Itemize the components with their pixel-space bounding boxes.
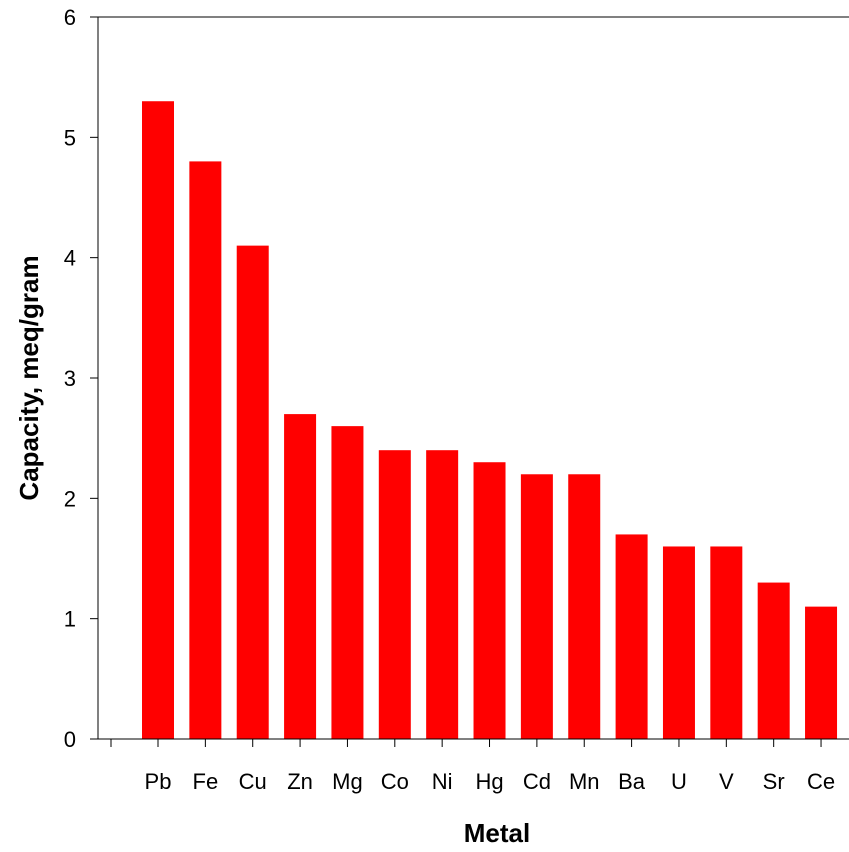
bar-mn	[568, 474, 601, 739]
x-axis-title: Metal	[464, 818, 530, 847]
bar-mg	[331, 426, 364, 739]
bar-pb	[142, 101, 174, 740]
bar-ce	[805, 606, 838, 739]
x-tick-label-fe: Fe	[193, 769, 219, 794]
x-tick-label-co: Co	[381, 769, 409, 794]
bar-ba	[615, 534, 648, 739]
x-tick-label-pb: Pb	[145, 769, 172, 794]
y-tick-label: 1	[64, 607, 76, 632]
y-tick-label: 3	[64, 366, 76, 391]
x-tick-label-mg: Mg	[332, 769, 363, 794]
labels-layer: 0 1 2 3 4 5 6 Pb Fe Cu Zn Mg Co Ni Hg Cd Mn Ba U V Sr Ce	[64, 5, 835, 794]
bar-sr	[757, 582, 790, 739]
x-tick-label-u: U	[671, 769, 687, 794]
y-tick-label: 2	[64, 486, 76, 511]
x-tick-label-ni: Ni	[432, 769, 453, 794]
x-tick-label-sr: Sr	[763, 769, 785, 794]
y-axis-title: Capacity, meq/gram	[14, 255, 44, 500]
bar-fe	[189, 161, 222, 739]
axes-layer	[90, 16, 849, 747]
bar-u	[662, 546, 695, 739]
x-tick-label-hg: Hg	[475, 769, 503, 794]
y-tick-label: 6	[64, 5, 76, 30]
x-tick-label-zn: Zn	[287, 769, 313, 794]
x-tick-label-cu: Cu	[239, 769, 267, 794]
y-tick-label: 4	[64, 246, 76, 271]
y-tick-label: 0	[64, 727, 76, 752]
x-tick-label-ce: Ce	[807, 769, 835, 794]
x-tick-label-cd: Cd	[523, 769, 551, 794]
bar-v	[710, 546, 743, 739]
bars-layer	[142, 101, 838, 740]
x-tick-label-mn: Mn	[569, 769, 600, 794]
bar-cu	[236, 245, 269, 739]
bar-cd	[520, 474, 553, 739]
x-tick-label-v: V	[719, 769, 734, 794]
bar-co	[378, 450, 411, 739]
bar-hg	[473, 462, 506, 739]
bar-zn	[284, 414, 317, 739]
bar-ni	[426, 450, 459, 739]
x-tick-label-ba: Ba	[618, 769, 646, 794]
y-tick-label: 5	[64, 125, 76, 150]
